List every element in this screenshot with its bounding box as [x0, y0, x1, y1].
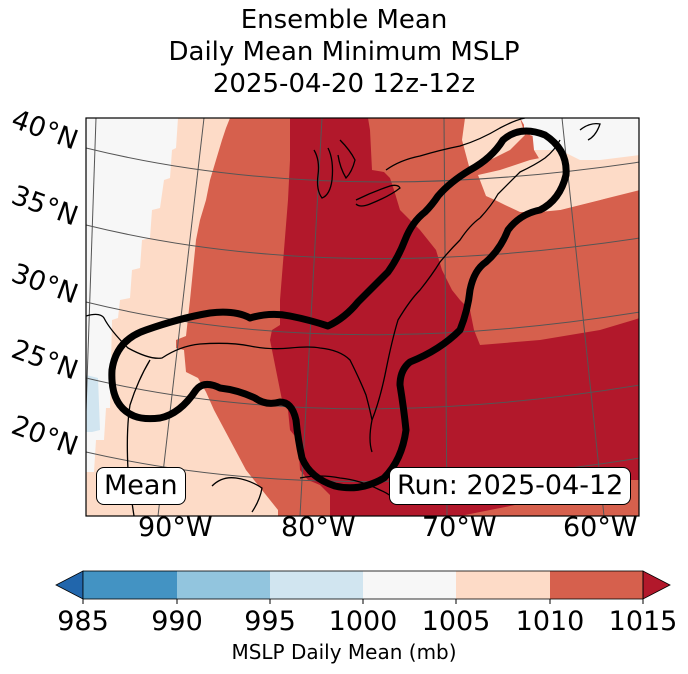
mslp-contour	[108, 127, 570, 492]
field-1000-1005-northeast	[520, 118, 639, 160]
colorbar-bin-1005-1010	[456, 571, 550, 599]
new-england	[479, 139, 561, 219]
lon-label-90w: 90°W	[138, 512, 213, 543]
colorbar-tick-1005: 1005	[421, 606, 491, 637]
parallel-35n	[86, 224, 639, 260]
field-1005-1010-northeast	[478, 145, 639, 212]
meridian-100w	[86, 118, 97, 427]
lon-label-60w: 60°W	[563, 512, 638, 543]
yucatan	[211, 477, 263, 513]
graticule	[86, 118, 639, 516]
lake-erie	[355, 184, 401, 207]
map-frame	[85, 117, 640, 517]
run-date-box: Run: 2025-04-12	[389, 467, 632, 505]
colorbar-bin-995-1000	[270, 571, 363, 599]
title-line-3: 2025-04-20 12z-12z	[212, 69, 476, 99]
canada-coast	[385, 118, 526, 171]
lon-label-70w: 70°W	[422, 512, 497, 543]
colorbar-bin-990-995	[177, 571, 270, 599]
colorbar-bin-1010-1015	[550, 571, 643, 599]
atlantic-coast	[371, 217, 481, 421]
meridian-60w	[561, 118, 605, 516]
colorbar	[55, 570, 671, 604]
colorbar-label: MSLP Daily Mean (mb)	[231, 640, 457, 664]
map-area	[86, 118, 639, 516]
colorbar-tick-1010: 1010	[515, 606, 585, 637]
lake-michigan	[313, 147, 334, 199]
parallel-25n	[86, 377, 639, 410]
colorbar-tick-marks	[82, 599, 644, 604]
field-995-1000	[86, 375, 100, 432]
colorbar-bin-985-990	[83, 571, 177, 599]
mean-label-box: Mean	[96, 467, 186, 505]
colorbar-tick-1015: 1015	[608, 606, 678, 637]
field-above-1015	[270, 118, 639, 516]
colorbar-extend-low	[55, 570, 84, 600]
colorbar-tick-985: 985	[57, 606, 109, 637]
colorbar-bin-1000-1005	[363, 571, 456, 599]
chart-title: Ensemble Mean Daily Mean Minimum MSLP 20…	[0, 4, 688, 100]
newfoundland	[579, 122, 601, 141]
colorbar-tick-990: 990	[151, 606, 203, 637]
parallel-30n	[86, 301, 639, 336]
lake-huron	[337, 139, 356, 180]
colorbar-extend-high	[642, 570, 671, 600]
title-line-1: Ensemble Mean	[240, 5, 448, 35]
title-line-2: Daily Mean Minimum MSLP	[168, 37, 520, 67]
colorbar-tick-995: 995	[244, 606, 296, 637]
field-1005-1010-nova	[462, 118, 525, 170]
colorbar-tick-1000: 1000	[328, 606, 398, 637]
parallel-40n	[86, 147, 639, 183]
lon-label-80w: 80°W	[281, 512, 356, 543]
